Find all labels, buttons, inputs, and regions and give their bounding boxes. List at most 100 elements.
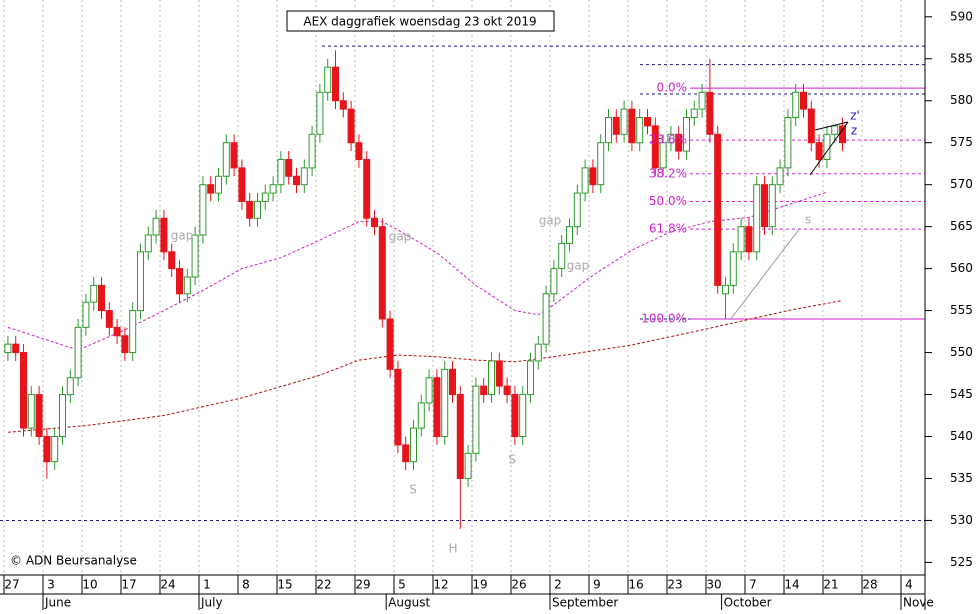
candle-body: [371, 217, 378, 228]
candle-body: [20, 352, 27, 429]
candle-body: [199, 184, 207, 236]
candle-body: [183, 276, 191, 295]
candle-body: [534, 343, 542, 362]
candle-body: [261, 192, 269, 202]
candle-body: [363, 158, 371, 219]
candle-body: [168, 251, 176, 270]
candle-body: [628, 108, 636, 144]
plot-area: [0, 0, 925, 575]
x-tick-label: 9: [593, 578, 601, 592]
annotation: H: [448, 542, 457, 556]
candle-body: [636, 117, 644, 144]
triangle-line: [809, 121, 849, 176]
month-label: September: [552, 596, 618, 610]
candle-body: [839, 125, 846, 144]
candle-body: [815, 142, 823, 160]
candle-body: [753, 184, 761, 253]
candle-body: [246, 200, 254, 219]
candle-body: [589, 167, 597, 186]
candle-body: [222, 142, 230, 177]
candle-body: [667, 133, 675, 144]
candle-body: [573, 192, 581, 228]
y-tick-label: 530: [950, 513, 973, 527]
y-tick-label: 575: [950, 135, 973, 149]
candle-body: [511, 394, 519, 437]
candle-body: [488, 360, 495, 396]
candle-body: [230, 142, 238, 169]
annotation: gap: [171, 229, 194, 243]
candle-body: [347, 108, 355, 144]
x-tick-label: 14: [784, 578, 799, 592]
candle-body: [542, 293, 550, 345]
candle-body: [464, 452, 472, 479]
x-tick-label: 12: [433, 578, 448, 592]
candle-body: [597, 142, 605, 186]
annotation: gap: [539, 214, 562, 228]
annotation: z: [851, 124, 857, 138]
chart-title: AEX daggrafiek woensdag 23 okt 2019: [303, 15, 536, 29]
fib-label: 23.6%: [649, 133, 687, 147]
candle-body: [745, 226, 753, 253]
candle-body: [113, 326, 121, 337]
candle-body: [152, 217, 160, 236]
candle-body: [519, 394, 527, 437]
candle-body: [339, 100, 347, 110]
candle-body: [402, 444, 410, 463]
x-tick-label: 27: [4, 578, 19, 592]
month-label: July: [200, 596, 223, 610]
candle-body: [417, 402, 425, 429]
candle-body: [659, 142, 667, 169]
x-tick-label: 19: [472, 578, 487, 592]
candle-body: [698, 91, 706, 110]
candle-body: [51, 435, 59, 463]
x-tick-label: 2: [554, 578, 562, 592]
x-tick-label: 28: [862, 578, 877, 592]
month-label: June: [44, 596, 71, 610]
x-tick-label: 8: [242, 578, 250, 592]
candle-body: [768, 184, 776, 228]
fib-label: 38.2%: [649, 166, 687, 180]
month-label: October: [724, 596, 772, 610]
candle-body: [410, 427, 417, 463]
annotation: gap: [389, 230, 412, 244]
y-tick-label: 555: [950, 303, 973, 317]
candle-body: [355, 142, 363, 160]
y-tick-label: 570: [950, 177, 973, 191]
x-tick-label: 26: [511, 578, 526, 592]
support-line: [729, 227, 801, 321]
y-tick-label: 565: [950, 219, 973, 233]
candle-body: [776, 167, 784, 186]
x-tick-label: 17: [121, 578, 136, 592]
y-tick-label: 540: [950, 429, 973, 443]
x-tick-label: 29: [355, 578, 370, 592]
candle-body: [651, 125, 659, 169]
candle-body: [683, 117, 690, 152]
candle-body: [558, 242, 566, 270]
title-box: [286, 10, 555, 32]
y-tick-label: 535: [950, 471, 973, 485]
candle-body: [207, 184, 215, 194]
candle-body: [495, 360, 503, 387]
candle-body: [277, 158, 285, 186]
candle-body: [293, 175, 300, 186]
x-tick-label: 21: [823, 578, 838, 592]
x-tick-label: 30: [706, 578, 721, 592]
candle-body: [12, 343, 20, 354]
candle-body: [82, 301, 90, 328]
candle-body: [35, 394, 43, 437]
candle-body: [144, 234, 152, 253]
candle-body: [137, 251, 144, 312]
fib-label: 100.0%: [641, 311, 687, 325]
candle-body: [59, 394, 66, 437]
x-tick-label: 1: [203, 578, 211, 592]
candle-body: [98, 284, 105, 312]
moving-average: [7, 191, 828, 351]
candle-body: [121, 335, 129, 354]
candle-body: [90, 284, 98, 303]
y-tick-label: 545: [950, 387, 973, 401]
candle-body: [807, 108, 815, 144]
annotation: S: [409, 483, 417, 497]
candle-body: [43, 435, 51, 463]
candle-body: [800, 91, 807, 110]
